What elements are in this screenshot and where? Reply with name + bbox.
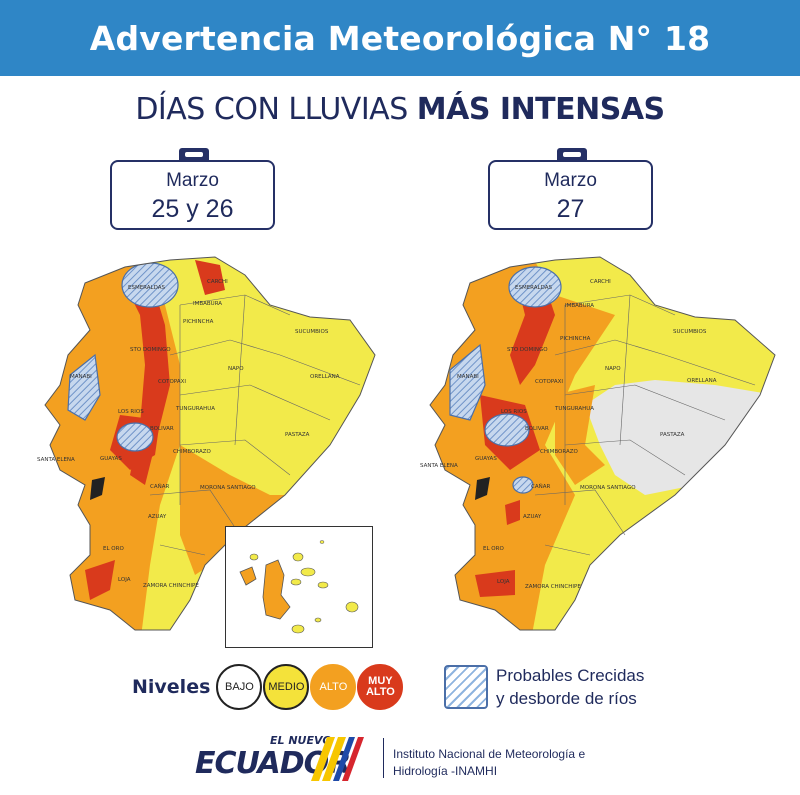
page-title: Advertencia Meteorológica N° 18 <box>89 18 711 58</box>
gulf-islands-icon <box>90 477 105 500</box>
map-left: ESMERALDAS CARCHI IMBABURA PICHINCHA SUC… <box>37 256 376 631</box>
svg-text:CHIMBORAZO: CHIMBORAZO <box>540 449 578 455</box>
svg-text:ZAMORA CHINCHIPE: ZAMORA CHINCHIPE <box>525 584 581 590</box>
brand-small: EL NUEVO <box>270 734 332 747</box>
svg-text:PICHINCHA: PICHINCHA <box>560 336 591 342</box>
flood-hatch-swatch <box>444 665 488 709</box>
svg-text:CARCHI: CARCHI <box>590 279 611 285</box>
date-month-left: Marzo <box>166 170 219 191</box>
date-days-left: 25 y 26 <box>151 195 234 223</box>
svg-text:STO DOMINGO: STO DOMINGO <box>507 347 548 353</box>
svg-text:COTOPAXI: COTOPAXI <box>535 379 563 385</box>
svg-text:STO DOMINGO: STO DOMINGO <box>130 347 171 353</box>
date-days-right: 27 <box>556 195 585 223</box>
svg-text:SANTA ELENA: SANTA ELENA <box>420 463 458 469</box>
header-banner: Advertencia Meteorológica N° 18 <box>0 0 800 76</box>
level-medio: MEDIO <box>263 664 310 710</box>
svg-text:EL ORO: EL ORO <box>103 546 124 552</box>
svg-text:NAPO: NAPO <box>228 366 244 372</box>
svg-text:PICHINCHA: PICHINCHA <box>183 319 214 325</box>
svg-text:COTOPAXI: COTOPAXI <box>158 379 186 385</box>
institute-name: Instituto Nacional de Meteorología e Hid… <box>393 747 586 778</box>
svg-text:CHIMBORAZO: CHIMBORAZO <box>173 449 211 455</box>
svg-text:LOS RIOS: LOS RIOS <box>501 409 527 415</box>
svg-text:SUCUMBIOS: SUCUMBIOS <box>673 329 707 335</box>
flood-line-2: y desborde de ríos <box>496 689 637 708</box>
svg-text:PASTAZA: PASTAZA <box>285 432 310 438</box>
province-labels: ESMERALDAS CARCHI IMBABURA PICHINCHA SUC… <box>420 279 717 590</box>
levels-title: Niveles <box>132 676 211 698</box>
svg-text:LOJA: LOJA <box>497 579 510 585</box>
flag-stripes-icon <box>311 737 364 781</box>
svg-text:SUCUMBIOS: SUCUMBIOS <box>295 329 329 335</box>
calendar-icon <box>179 148 209 162</box>
subtitle: DÍAS CON LLUVIAS MÁS INTENSAS <box>0 92 800 127</box>
svg-text:LOJA: LOJA <box>118 577 131 583</box>
svg-text:BOLIVAR: BOLIVAR <box>150 426 174 432</box>
level-muy-alto: MUY ALTO <box>357 664 404 710</box>
el-nuevo-ecuador-logo: EL NUEVO ECUADOR <box>195 734 385 784</box>
svg-text:IMBABURA: IMBABURA <box>565 303 594 309</box>
svg-text:AZUAY: AZUAY <box>148 514 167 520</box>
svg-text:CAÑAR: CAÑAR <box>531 483 550 490</box>
date-card-right: Marzo 27 <box>488 148 653 230</box>
svg-text:SANTA ELENA: SANTA ELENA <box>37 457 75 463</box>
gulf-islands-icon <box>475 477 490 500</box>
footer-divider <box>383 738 384 778</box>
flood-line-1: Probables Crecidas <box>496 666 645 685</box>
svg-text:NAPO: NAPO <box>605 366 621 372</box>
svg-text:LOS RIOS: LOS RIOS <box>118 409 144 415</box>
svg-text:ORELLANA: ORELLANA <box>687 378 717 384</box>
level-bajo: BAJO <box>216 664 263 710</box>
svg-text:PASTAZA: PASTAZA <box>660 432 685 438</box>
svg-text:BOLIVAR: BOLIVAR <box>525 426 549 432</box>
galapagos-inset <box>225 526 373 648</box>
subtitle-normal: DÍAS CON LLUVIAS <box>135 92 417 127</box>
svg-text:ESMERALDAS: ESMERALDAS <box>128 285 166 291</box>
svg-text:AZUAY: AZUAY <box>523 514 542 520</box>
svg-text:ZAMORA CHINCHIPE: ZAMORA CHINCHIPE <box>143 583 199 589</box>
svg-text:GUAYAS: GUAYAS <box>100 456 122 462</box>
svg-text:MANABI: MANABI <box>70 374 92 380</box>
calendar-icon <box>557 148 587 162</box>
svg-text:CARCHI: CARCHI <box>207 279 228 285</box>
province-labels: ESMERALDAS CARCHI IMBABURA PICHINCHA SUC… <box>37 279 340 589</box>
flood-legend: Probables Crecidas y desborde de ríos <box>496 664 644 710</box>
date-card-left: Marzo 25 y 26 <box>110 148 275 230</box>
svg-text:GUAYAS: GUAYAS <box>475 456 497 462</box>
svg-text:IMBABURA: IMBABURA <box>193 301 222 307</box>
svg-text:ESMERALDAS: ESMERALDAS <box>515 285 553 291</box>
map-right: ESMERALDAS CARCHI IMBABURA PICHINCHA SUC… <box>420 256 776 631</box>
svg-text:EL ORO: EL ORO <box>483 546 504 552</box>
svg-text:ORELLANA: ORELLANA <box>310 374 340 380</box>
subtitle-strong: MÁS INTENSAS <box>416 92 665 127</box>
svg-text:MANABI: MANABI <box>457 374 479 380</box>
svg-text:MORONA SANTIAGO: MORONA SANTIAGO <box>200 485 256 491</box>
date-month-right: Marzo <box>544 170 597 191</box>
svg-text:MORONA SANTIAGO: MORONA SANTIAGO <box>580 485 636 491</box>
svg-text:TUNGURAHUA: TUNGURAHUA <box>175 406 215 412</box>
svg-text:TUNGURAHUA: TUNGURAHUA <box>554 406 594 412</box>
level-alto: ALTO <box>310 664 357 710</box>
levels-legend: Niveles BAJO MEDIO ALTO MUY ALTO <box>132 662 404 712</box>
svg-text:CAÑAR: CAÑAR <box>150 483 169 490</box>
